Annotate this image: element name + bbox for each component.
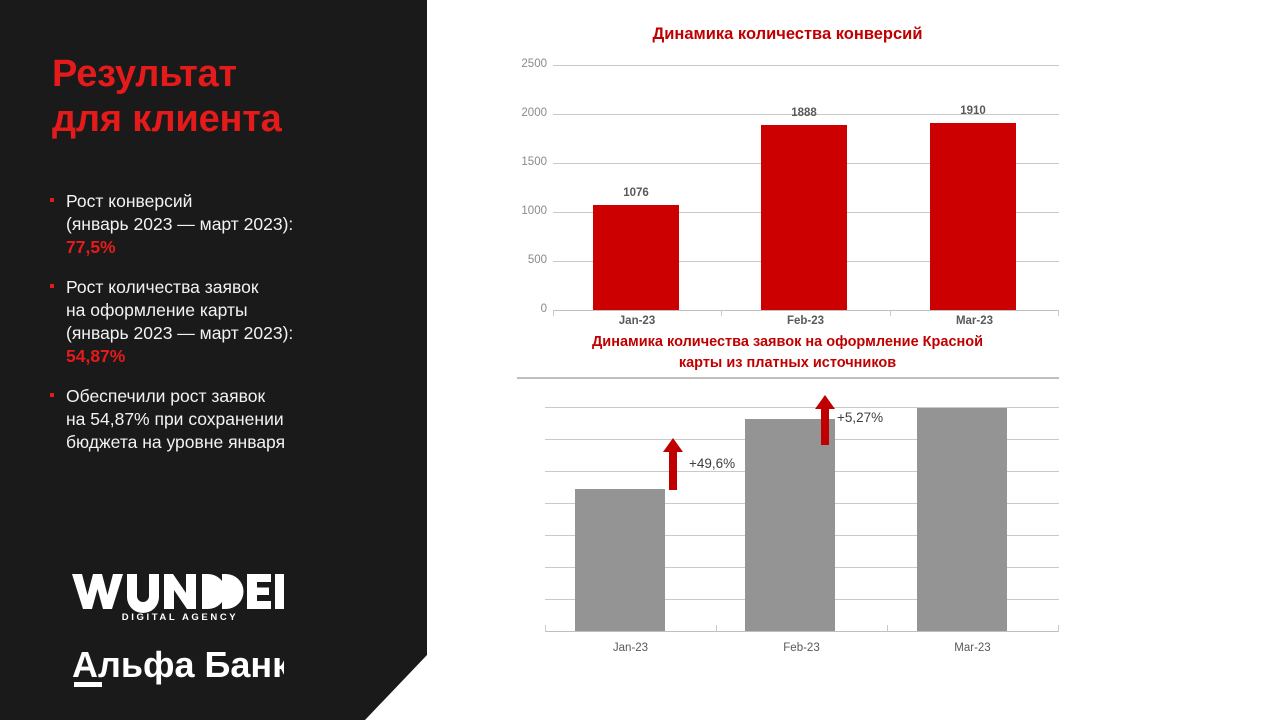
bar-mar-23 bbox=[930, 122, 1016, 310]
arrow-up-icon bbox=[663, 438, 683, 490]
bar-value-label: 1076 bbox=[623, 186, 649, 199]
bullet-accent-value: 77,5% bbox=[66, 236, 116, 257]
bullet-accent-value: 54,87% bbox=[66, 345, 126, 366]
chart-title: Динамика количества конверсий bbox=[652, 25, 923, 43]
bullet-dot-icon bbox=[50, 393, 54, 398]
x-tick-label-mar-23: Mar-23 bbox=[955, 315, 994, 327]
bullet-text: Рост количества заявок bbox=[66, 277, 259, 298]
x-tick bbox=[553, 310, 554, 316]
gridline bbox=[553, 65, 1059, 66]
wunder-logo-icon: DIGITAL AGENCY bbox=[72, 574, 284, 623]
x-tick-label-mar-23: Mar-23 bbox=[954, 642, 991, 654]
axis-baseline bbox=[553, 310, 1059, 311]
alfa-bank-logo-icon: Альфа Банк bbox=[72, 644, 284, 687]
x-tick bbox=[545, 625, 546, 632]
x-tick-label-jan-23: Jan-23 bbox=[618, 315, 656, 327]
x-tick-label-jan-23: Jan-23 bbox=[612, 642, 649, 654]
bullet-text: на оформление карты bbox=[66, 300, 248, 320]
bullet-text: (январь 2023 — март 2023): bbox=[66, 322, 294, 343]
alfa-bank-logo: Альфа Банк bbox=[72, 644, 284, 690]
gridline bbox=[545, 407, 1059, 408]
list-item: Рост количества заявок на оформление кар… bbox=[48, 276, 398, 367]
bar-value-label: 1888 bbox=[791, 107, 817, 119]
bullet-dot-icon bbox=[50, 284, 54, 289]
bullet-text: бюджета на уровне января bbox=[66, 431, 286, 452]
y-tick-label: 2000 bbox=[521, 107, 547, 119]
chart-title: Динамика количества заявок на оформление… bbox=[535, 332, 1040, 374]
x-tick bbox=[887, 625, 888, 632]
x-tick bbox=[1058, 310, 1059, 316]
conversions-chart: Динамика количества конверсий 2500 2000 … bbox=[505, 25, 1070, 327]
growth-annotation-2: +5,27% bbox=[837, 410, 884, 425]
alfa-bank-wordmark: Альфа Банк bbox=[72, 644, 284, 685]
y-tick-label: 500 bbox=[527, 254, 547, 266]
bar-jan-23 bbox=[593, 204, 679, 310]
bullet-list: Рост конверсий (январь 2023 — март 2023)… bbox=[48, 190, 398, 472]
bullet-text: Обеспечили рост заявок bbox=[66, 386, 266, 407]
bar-feb-23 bbox=[761, 125, 847, 310]
plot-area: +49,6% +5,27% bbox=[517, 377, 1059, 637]
bullet-text: на 54,87% при сохранении bbox=[66, 409, 284, 429]
plot-area: 1076 1888 1910 bbox=[553, 65, 1059, 316]
growth-annotation-1: +49,6% bbox=[689, 456, 736, 471]
list-item: Обеспечили рост заявок на 54,87% при сох… bbox=[48, 385, 398, 453]
y-tick-label: 1000 bbox=[521, 205, 547, 217]
page-title-line-1: Результат bbox=[52, 53, 237, 95]
chart-title-line-2: карты из платных источников bbox=[678, 355, 897, 372]
gridline bbox=[553, 114, 1059, 115]
bar-feb-23 bbox=[745, 419, 835, 631]
bullet-text: (январь 2023 — март 2023): bbox=[66, 213, 294, 234]
applications-chart: Динамика количества заявок на оформление… bbox=[505, 332, 1070, 672]
top-rule bbox=[517, 377, 1059, 379]
bullet-text: Рост конверсий bbox=[66, 191, 193, 211]
x-tick-label-feb-23: Feb-23 bbox=[783, 642, 820, 654]
wunder-logo: DIGITAL AGENCY bbox=[72, 572, 284, 624]
bar-mar-23 bbox=[917, 408, 1007, 631]
x-tick bbox=[716, 625, 717, 632]
x-tick bbox=[721, 310, 722, 316]
chart-title-line-1: Динамика количества заявок на оформление… bbox=[591, 334, 984, 350]
page-title-line-2: для клиента bbox=[52, 97, 282, 140]
page-title: Результат для клиента bbox=[52, 52, 392, 142]
list-item: Рост конверсий (январь 2023 — март 2023)… bbox=[48, 190, 398, 258]
x-tick bbox=[890, 310, 891, 316]
y-tick-label: 1500 bbox=[521, 156, 547, 168]
y-tick-label: 0 bbox=[540, 303, 547, 315]
axis-baseline bbox=[545, 631, 1059, 632]
x-tick bbox=[1058, 625, 1059, 632]
bullet-dot-icon bbox=[50, 198, 54, 202]
bar-jan-23 bbox=[575, 489, 665, 631]
arrow-up-icon bbox=[815, 395, 835, 445]
y-tick-label: 2500 bbox=[521, 58, 547, 70]
x-tick-label-feb-23: Feb-23 bbox=[786, 315, 825, 327]
wunder-tagline: DIGITAL AGENCY bbox=[122, 612, 238, 623]
bar-value-label: 1910 bbox=[960, 104, 986, 117]
